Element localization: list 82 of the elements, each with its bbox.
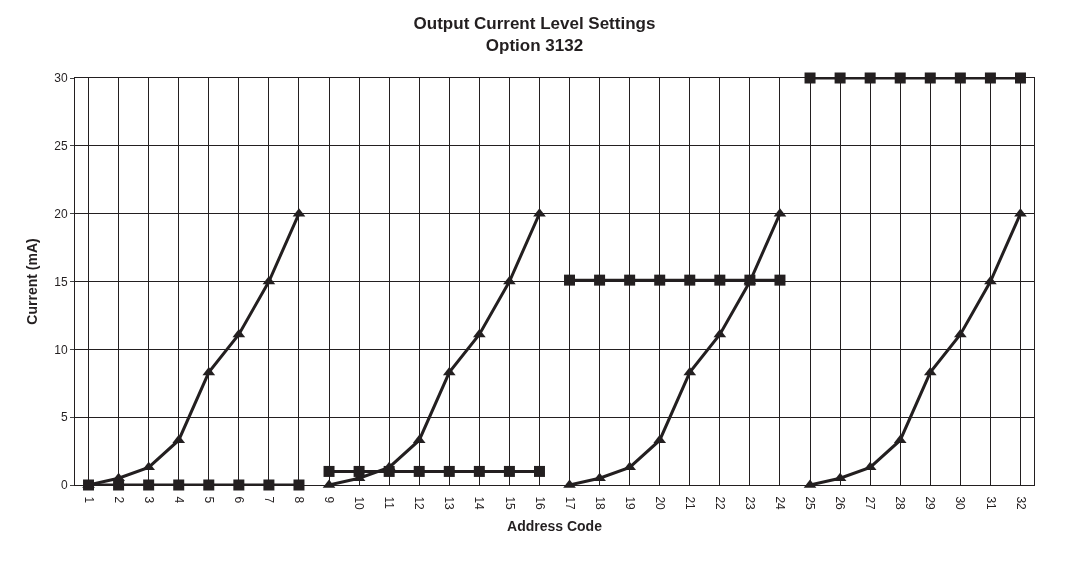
y-tick-label: 30: [54, 71, 68, 86]
chart-title: Output Current Level Settings Option 3132: [413, 14, 656, 56]
x-tick-label: 22: [712, 496, 727, 511]
point: [232, 328, 246, 338]
y-tick-label: 15: [54, 274, 68, 289]
point: [954, 72, 966, 84]
x-tick-label: 24: [773, 496, 788, 511]
point: [864, 72, 876, 84]
point: [774, 274, 786, 286]
x-tick-label: 2: [111, 496, 126, 504]
y-tick-label: 10: [54, 342, 68, 357]
x-tick-label: 27: [863, 496, 878, 511]
y-tick-label: 20: [54, 206, 68, 221]
x-tick-label: 13: [442, 496, 457, 511]
x-tick-label: 3: [141, 496, 156, 504]
y-tick-label: 25: [54, 139, 68, 154]
point: [863, 461, 877, 471]
x-tick-label: 19: [622, 496, 637, 511]
point: [594, 274, 606, 286]
point: [143, 479, 155, 491]
x-tick-label: 28: [893, 496, 908, 511]
point: [173, 479, 185, 491]
x-tick-label: 25: [803, 496, 818, 511]
x-tick-label: 31: [983, 496, 998, 511]
point: [924, 72, 936, 84]
point: [233, 479, 245, 491]
point: [624, 274, 636, 286]
point: [443, 465, 455, 477]
point: [323, 465, 335, 477]
point: [954, 328, 967, 338]
point: [623, 461, 637, 471]
x-tick-label: 9: [322, 496, 337, 504]
x-tick-label: 26: [833, 496, 848, 511]
point: [503, 465, 515, 477]
point: [293, 479, 305, 491]
point: [413, 465, 425, 477]
point: [713, 328, 727, 338]
x-tick-label: 6: [231, 496, 246, 504]
point: [533, 465, 545, 477]
point: [923, 366, 937, 376]
y-axis-title: Current (mA): [24, 238, 40, 325]
point: [113, 479, 125, 491]
point: [472, 328, 486, 338]
point: [1014, 72, 1026, 84]
x-tick-label: 5: [201, 496, 216, 504]
x-tick-label: 18: [592, 496, 607, 511]
point: [683, 366, 697, 376]
x-tick-label: 32: [1013, 496, 1028, 511]
x-axis-title: Address Code: [507, 518, 603, 535]
point: [473, 465, 485, 477]
x-tick-label: 12: [412, 496, 427, 511]
y-tick-label: 5: [60, 410, 68, 425]
point: [353, 465, 365, 477]
point: [263, 479, 275, 491]
x-tick-label: 4: [171, 496, 186, 504]
point: [984, 72, 996, 84]
x-tick-label: 15: [502, 496, 517, 511]
point: [203, 479, 215, 491]
point: [684, 274, 696, 286]
x-tick-label: 1: [81, 496, 96, 504]
point: [442, 366, 456, 376]
x-tick-label: 20: [652, 496, 667, 511]
point: [654, 274, 666, 286]
x-tick-label: 7: [262, 496, 276, 504]
point: [383, 465, 395, 477]
x-tick-label: 11: [382, 496, 397, 510]
point: [894, 72, 906, 84]
x-tick-label: 16: [532, 496, 547, 511]
x-tick-label: 29: [923, 496, 938, 511]
point: [564, 274, 576, 286]
x-tick-label: 30: [953, 496, 968, 511]
x-tick-label: 8: [292, 496, 307, 504]
x-tick-label: 23: [743, 496, 758, 511]
x-tick-label: 14: [472, 496, 487, 511]
point: [202, 366, 216, 376]
point: [714, 274, 726, 286]
x-tick-label: 21: [682, 496, 697, 511]
x-tick-label: 10: [352, 496, 367, 511]
x-tick-label: 17: [562, 496, 577, 511]
point: [804, 72, 816, 84]
y-tick-label: 0: [60, 478, 68, 493]
point: [834, 72, 846, 84]
